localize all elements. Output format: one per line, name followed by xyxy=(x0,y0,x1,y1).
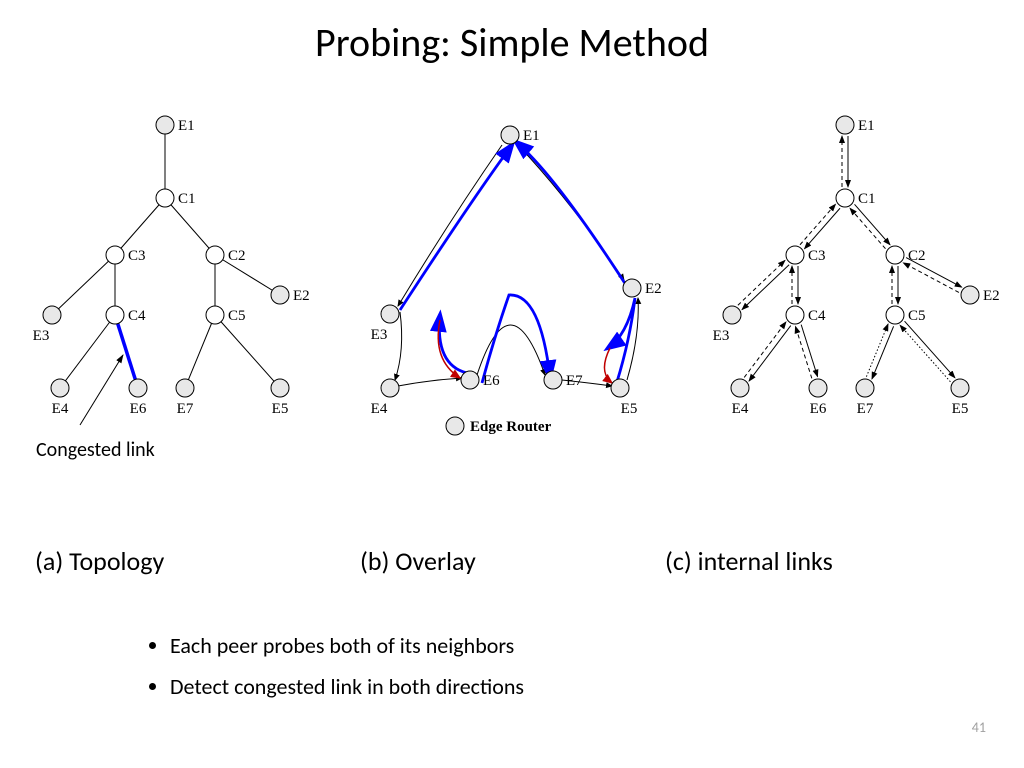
svg-text:E7: E7 xyxy=(857,401,874,417)
svg-text:Edge Router: Edge Router xyxy=(470,419,552,435)
page-title: Probing: Simple Method xyxy=(0,18,1024,67)
svg-text:E3: E3 xyxy=(713,328,730,344)
svg-text:C3: C3 xyxy=(128,248,146,264)
bullet-list: Each peer probes both of its neighbors D… xyxy=(130,632,524,714)
svg-text:E2: E2 xyxy=(293,288,310,304)
svg-text:E5: E5 xyxy=(952,401,969,417)
caption-a: (a) Topology xyxy=(35,545,164,577)
bullet-item: Detect congested link in both directions xyxy=(170,673,524,700)
svg-text:E5: E5 xyxy=(621,401,638,417)
svg-text:E3: E3 xyxy=(371,327,388,343)
svg-text:E6: E6 xyxy=(810,401,827,417)
svg-text:E5: E5 xyxy=(272,401,289,417)
svg-text:E4: E4 xyxy=(52,401,69,417)
svg-text:C4: C4 xyxy=(808,308,826,324)
svg-text:C3: C3 xyxy=(808,248,826,264)
svg-text:E6: E6 xyxy=(483,373,500,389)
svg-text:E2: E2 xyxy=(645,281,662,297)
svg-text:C1: C1 xyxy=(858,191,876,207)
svg-text:C2: C2 xyxy=(228,248,246,264)
svg-text:E4: E4 xyxy=(371,401,388,417)
caption-b: (b) Overlay xyxy=(360,545,476,577)
svg-text:E7: E7 xyxy=(566,373,583,389)
svg-text:C5: C5 xyxy=(228,308,246,324)
svg-text:E7: E7 xyxy=(177,401,194,417)
svg-text:C4: C4 xyxy=(128,308,146,324)
caption-c: (c) internal links xyxy=(665,545,833,577)
svg-text:E3: E3 xyxy=(33,328,50,344)
svg-internal-links: E1 C1 C3 C2 E3 C4 C5 E2 E4 E6 E7 E5 xyxy=(680,80,1020,480)
svg-text:E1: E1 xyxy=(178,118,195,134)
panel-internal-links: E1 C1 C3 C2 E3 C4 C5 E2 E4 E6 E7 E5 xyxy=(680,80,1020,480)
svg-text:E2: E2 xyxy=(983,288,1000,304)
congested-link-label: Congested link xyxy=(36,438,155,462)
svg-text:E4: E4 xyxy=(732,401,749,417)
svg-topology: E1 C1 C3 C2 E3 C4 C5 E2 E4 E6 E7 E5 xyxy=(0,80,340,480)
svg-overlay: E1 E3 E2 E4 E6 E7 E5 Edge Router xyxy=(340,80,680,480)
svg-text:C1: C1 xyxy=(178,191,196,207)
svg-text:C5: C5 xyxy=(908,308,926,324)
svg-text:E1: E1 xyxy=(858,118,875,134)
panel-topology: E1 C1 C3 C2 E3 C4 C5 E2 E4 E6 E7 E5 xyxy=(0,80,340,480)
slide-number: 41 xyxy=(972,719,986,736)
bullet-item: Each peer probes both of its neighbors xyxy=(170,632,524,659)
svg-text:E1: E1 xyxy=(523,128,540,144)
panel-overlay: E1 E3 E2 E4 E6 E7 E5 Edge Router xyxy=(340,80,680,480)
svg-text:E6: E6 xyxy=(130,401,147,417)
svg-text:C2: C2 xyxy=(908,248,926,264)
